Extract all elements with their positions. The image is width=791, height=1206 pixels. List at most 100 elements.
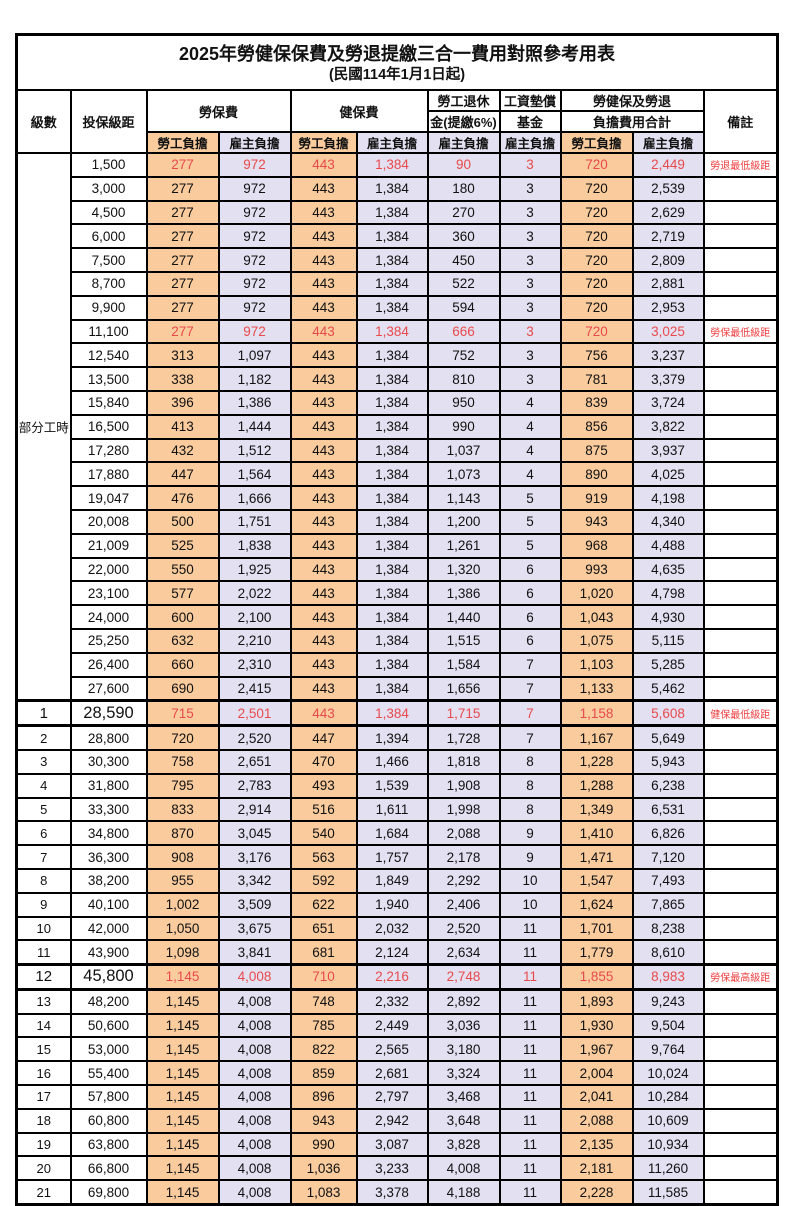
value-cell: 3,379 xyxy=(631,366,705,392)
value-cell: 2,181 xyxy=(559,1155,634,1182)
value-cell: 10,609 xyxy=(631,1107,705,1134)
value-cell: 1,182 xyxy=(217,366,292,392)
value-cell: 5,462 xyxy=(631,675,705,702)
table-row: 12 45,800 1,145 4,008 710 2,216 2,748 11 1,855 8,… xyxy=(15,963,779,991)
header-total-employee: 勞工負擔 xyxy=(559,131,634,154)
bracket-cell: 42,000 xyxy=(69,915,148,942)
value-cell: 4 xyxy=(498,461,562,488)
value-cell: 1,384 xyxy=(355,413,429,440)
value-cell: 2,881 xyxy=(631,270,705,297)
bracket-cell: 12,540 xyxy=(69,342,148,369)
table-row: 25,250 632 2,210 443 1,384 1,515 6 1,075 5,115 xyxy=(17,627,779,654)
value-cell: 1,384 xyxy=(355,152,429,178)
bracket-cell: 31,800 xyxy=(69,772,148,799)
bracket-cell: 69,800 xyxy=(69,1179,148,1206)
bracket-cell: 57,800 xyxy=(69,1084,148,1110)
value-cell: 1,818 xyxy=(426,748,501,775)
value-cell: 1,384 xyxy=(355,247,429,273)
value-cell: 413 xyxy=(145,413,220,440)
value-cell: 277 xyxy=(145,199,220,226)
bracket-cell: 19,047 xyxy=(69,485,148,511)
value-cell: 277 xyxy=(145,223,220,250)
value-cell: 2,953 xyxy=(631,294,705,321)
value-cell: 4,008 xyxy=(217,1155,292,1182)
value-cell: 11 xyxy=(498,1179,562,1206)
value-cell: 10,284 xyxy=(631,1084,705,1110)
remark-cell xyxy=(702,1107,779,1134)
value-cell: 1,073 xyxy=(426,461,501,488)
value-cell: 4,008 xyxy=(217,1131,292,1158)
value-cell: 3,025 xyxy=(631,318,705,345)
value-cell: 1,715 xyxy=(426,699,501,728)
value-cell: 1,083 xyxy=(289,1179,358,1206)
value-cell: 2,748 xyxy=(426,963,501,991)
level-cell: 20 xyxy=(15,1155,72,1182)
value-cell: 11,585 xyxy=(631,1179,705,1206)
value-cell: 11 xyxy=(498,988,562,1015)
bracket-cell: 8,700 xyxy=(69,270,148,297)
value-cell: 1,075 xyxy=(559,627,634,654)
value-cell: 8 xyxy=(498,748,562,775)
value-cell: 11 xyxy=(498,1060,562,1087)
remark-cell xyxy=(702,247,779,273)
value-cell: 7,865 xyxy=(631,891,705,918)
value-cell: 1,855 xyxy=(559,963,634,991)
value-cell: 810 xyxy=(426,366,501,392)
remark-cell xyxy=(702,532,779,559)
value-cell: 1,893 xyxy=(559,988,634,1015)
value-cell: 6,238 xyxy=(631,772,705,799)
value-cell: 2,332 xyxy=(355,988,429,1015)
value-cell: 1,037 xyxy=(426,437,501,464)
title-cell: 2025年勞健保保費及勞退提繳三合一費用對照參考用表 (民國114年1月1日起) xyxy=(15,33,779,91)
value-cell: 4,008 xyxy=(217,1179,292,1206)
table-row: 14 50,600 1,145 4,008 785 2,449 3,036 11 1,930 9,… xyxy=(15,1012,779,1039)
value-cell: 720 xyxy=(559,175,634,202)
bracket-cell: 40,100 xyxy=(69,891,148,918)
remark-cell xyxy=(702,1131,779,1158)
value-cell: 8,238 xyxy=(631,915,705,942)
bracket-cell: 3,000 xyxy=(69,175,148,202)
remark-cell xyxy=(702,939,779,966)
value-cell: 443 xyxy=(289,270,358,297)
remark-cell xyxy=(702,508,779,535)
value-cell: 3,509 xyxy=(217,891,292,918)
remark-cell xyxy=(702,772,779,799)
value-cell: 11,260 xyxy=(631,1155,705,1182)
value-cell: 972 xyxy=(217,318,292,345)
remark-cell xyxy=(702,675,779,702)
value-cell: 8 xyxy=(498,796,562,823)
value-cell: 1,002 xyxy=(145,891,220,918)
value-cell: 4,198 xyxy=(631,485,705,511)
value-cell: 1,097 xyxy=(217,342,292,369)
value-cell: 1,940 xyxy=(355,891,429,918)
value-cell: 1,384 xyxy=(355,175,429,202)
value-cell: 11 xyxy=(498,1012,562,1039)
value-cell: 720 xyxy=(559,294,634,321)
table-row: 5 33,300 833 2,914 516 1,611 1,998 8 1,349 6,531 xyxy=(15,796,779,823)
value-cell: 277 xyxy=(145,270,220,297)
remark-cell xyxy=(702,820,779,847)
table-row: 8,700 277 972 443 1,384 522 3 720 2,881 xyxy=(17,270,779,297)
value-cell: 2,135 xyxy=(559,1131,634,1158)
value-cell: 1,611 xyxy=(355,796,429,823)
bracket-cell: 30,300 xyxy=(69,748,148,775)
level-cell: 11 xyxy=(15,939,72,966)
bracket-cell: 13,500 xyxy=(69,366,148,392)
level-cell: 15 xyxy=(15,1036,72,1063)
value-cell: 1,158 xyxy=(559,699,634,728)
value-cell: 972 xyxy=(217,199,292,226)
remark-cell xyxy=(702,389,779,416)
value-cell: 443 xyxy=(289,508,358,535)
bracket-cell: 55,400 xyxy=(69,1060,148,1087)
value-cell: 955 xyxy=(145,867,220,894)
value-cell: 1,384 xyxy=(355,651,429,678)
value-cell: 758 xyxy=(145,748,220,775)
value-cell: 443 xyxy=(289,366,358,392)
table-row: 22,000 550 1,925 443 1,384 1,320 6 993 4,635 xyxy=(17,556,779,583)
value-cell: 1,145 xyxy=(145,1179,220,1206)
value-cell: 1,145 xyxy=(145,1107,220,1134)
bracket-cell: 48,200 xyxy=(69,988,148,1015)
remark-cell xyxy=(702,604,779,630)
value-cell: 3 xyxy=(498,270,562,297)
value-cell: 1,384 xyxy=(355,699,429,728)
